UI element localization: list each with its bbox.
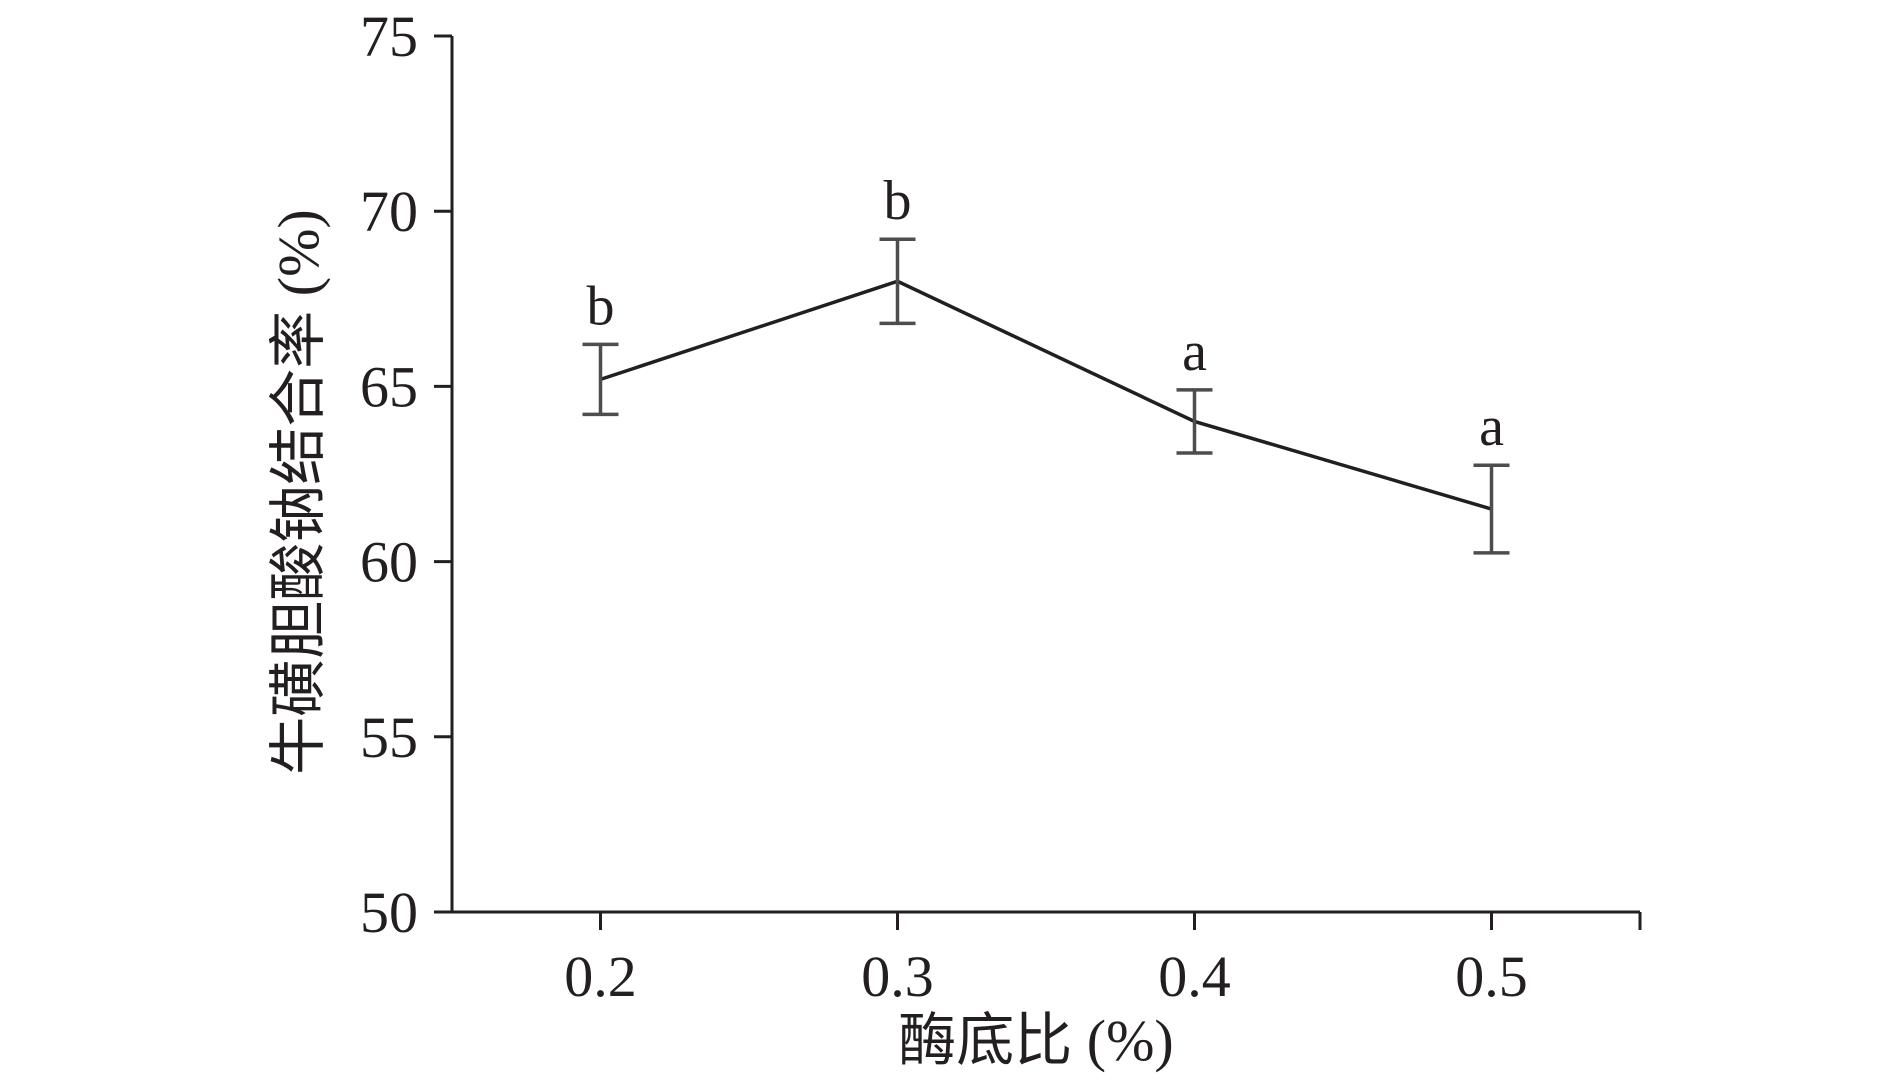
- significance-label: a: [1479, 396, 1504, 458]
- significance-label: b: [884, 170, 912, 232]
- y-tick-label: 65: [360, 354, 418, 419]
- y-tick-label: 50: [360, 880, 418, 945]
- x-axis-title: 酶底比 (%): [898, 1008, 1173, 1073]
- y-tick-label: 75: [360, 4, 418, 69]
- plot-area: b b a a: [582, 170, 1510, 555]
- x-ticks: 0.2 0.3 0.4 0.5: [564, 912, 1642, 1009]
- series-line: [599, 279, 1492, 511]
- significance-label: a: [1182, 321, 1207, 383]
- y-ticks: 50 55 60 65 70 75: [360, 4, 452, 945]
- x-tick-label: 0.4: [1158, 944, 1231, 1009]
- x-tick-label: 0.5: [1455, 944, 1528, 1009]
- y-tick-label: 70: [360, 179, 418, 244]
- axes: 50 55 60 65 70 75 0.2 0.3 0.4 0.5: [360, 4, 1642, 1009]
- x-tick-label: 0.3: [861, 944, 934, 1009]
- y-tick-label: 55: [360, 705, 418, 770]
- y-tick-label: 60: [360, 530, 418, 595]
- significance-label: b: [587, 275, 615, 337]
- x-tick-label: 0.2: [564, 944, 637, 1009]
- y-axis-title: 牛磺胆酸钠结合率 (%): [266, 209, 331, 774]
